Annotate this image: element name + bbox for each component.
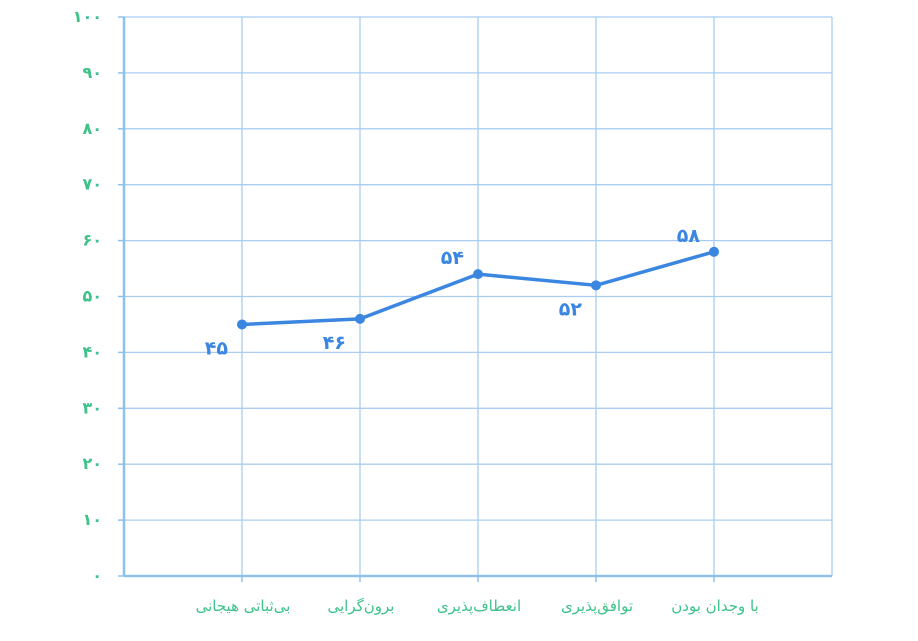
x-tick-label: برون‌گرایی [328, 597, 395, 615]
data-point [473, 269, 483, 280]
data-label: ۵۲ [559, 298, 583, 320]
data-point [709, 246, 719, 257]
data-point [355, 313, 365, 324]
data-label: ۴۶ [323, 332, 346, 354]
series [237, 246, 719, 330]
x-tick-label: توافق‌پذیری [561, 597, 633, 616]
y-tick-label: ۸۰ [82, 119, 102, 138]
grid [124, 16, 833, 577]
x-tick-label: بی‌ثباتی هیجانی [196, 597, 291, 615]
y-tick-label: ۵۰ [82, 287, 102, 306]
data-point [237, 319, 247, 330]
data-label: ۴۵ [205, 337, 229, 359]
y-axis-ticks: ۰ ۱۰ ۲۰ ۳۰ ۴۰ ۵۰ ۶۰ ۷۰ ۸۰ ۹۰ ۱۰۰ [73, 7, 124, 585]
x-axis-ticks: بی‌ثباتی هیجانی برون‌گرایی انعطاف‌پذیری توا… [196, 576, 759, 616]
y-tick-label: ۲۰ [82, 454, 102, 473]
data-label: ۵۴ [441, 247, 464, 269]
y-tick-label: ۱۰ [82, 510, 102, 529]
y-tick-label: ۴۰ [82, 342, 102, 361]
y-tick-label: ۳۰ [82, 398, 102, 417]
x-tick-label: انعطاف‌پذیری [437, 597, 521, 616]
x-tick-label: با وجدان بودن [671, 597, 758, 615]
y-tick-label: ۰ [92, 566, 102, 585]
data-label: ۵۸ [677, 225, 701, 247]
y-tick-label: ۶۰ [82, 231, 102, 250]
y-tick-label: ۷۰ [82, 175, 102, 194]
y-tick-label: ۹۰ [82, 63, 102, 82]
data-labels: ۴۵ ۴۶ ۵۴ ۵۲ ۵۸ [205, 225, 701, 360]
y-tick-label: ۱۰۰ [73, 7, 102, 26]
data-point [591, 280, 601, 291]
